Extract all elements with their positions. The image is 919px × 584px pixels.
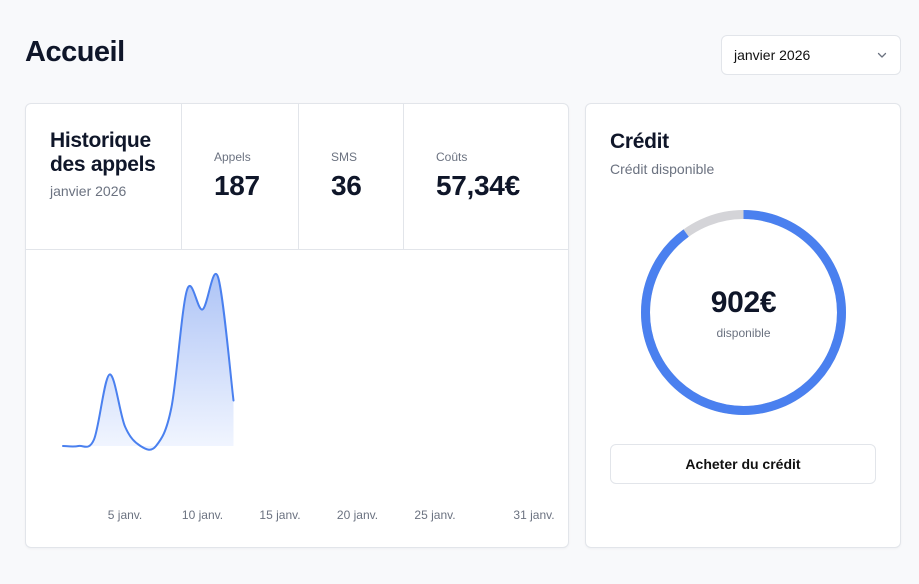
stat-value: 57,34€ — [436, 170, 520, 201]
stat-value: 187 — [214, 170, 260, 201]
page-title: Accueil — [25, 36, 125, 68]
credit-donut — [641, 210, 846, 415]
credit-amount: 902€ — [710, 285, 777, 319]
x-tick-label: 31 janv. — [513, 508, 554, 522]
stats-row: Historique des appels janvier 2026 Appel… — [26, 104, 568, 250]
stat-label: Coûts — [436, 150, 468, 164]
x-tick-label: 10 janv. — [182, 508, 223, 522]
stat-label: SMS — [331, 150, 358, 164]
chart-area — [63, 273, 234, 450]
call-history-chart: 5 janv. 10 janv. 15 janv. 20 janv. 25 janv. 3… — [62, 273, 555, 522]
stat-value: 36 — [331, 170, 362, 201]
donut-center: 902€ disponible — [640, 209, 847, 416]
chart-line — [62, 273, 235, 451]
call-history-card: Historique des appels janvier 2026 Appel… — [25, 103, 569, 548]
stat-sms: SMS 36 — [299, 104, 404, 249]
period-select[interactable]: janvier 2026 — [721, 35, 901, 75]
credit-amount-label: disponible — [716, 325, 771, 340]
stat-calls: Appels 187 — [182, 104, 299, 249]
period-select-value: janvier 2026 — [734, 47, 811, 63]
credit-card: Crédit Crédit disponible 902€ disponible… — [585, 103, 901, 548]
credit-title: Crédit — [610, 130, 669, 153]
history-title: Historique des appels — [50, 129, 156, 176]
stat-costs: Coûts 57,34€ — [404, 104, 568, 249]
x-tick-label: 5 janv. — [108, 508, 142, 522]
donut-progress — [641, 210, 846, 415]
x-tick-label: 25 janv. — [414, 508, 455, 522]
credit-subtitle: Crédit disponible — [610, 161, 715, 177]
buy-credit-button[interactable]: Acheter du crédit — [610, 444, 876, 484]
history-period: janvier 2026 — [50, 183, 127, 199]
stat-label: Appels — [214, 150, 251, 164]
x-tick-label: 15 janv. — [259, 508, 300, 522]
history-heading: Historique des appels janvier 2026 — [26, 104, 182, 249]
x-tick-label: 20 janv. — [337, 508, 378, 522]
chevron-down-icon — [877, 52, 887, 58]
chart-x-axis: 5 janv. 10 janv. 15 janv. 20 janv. 25 janv. 3… — [108, 508, 555, 522]
